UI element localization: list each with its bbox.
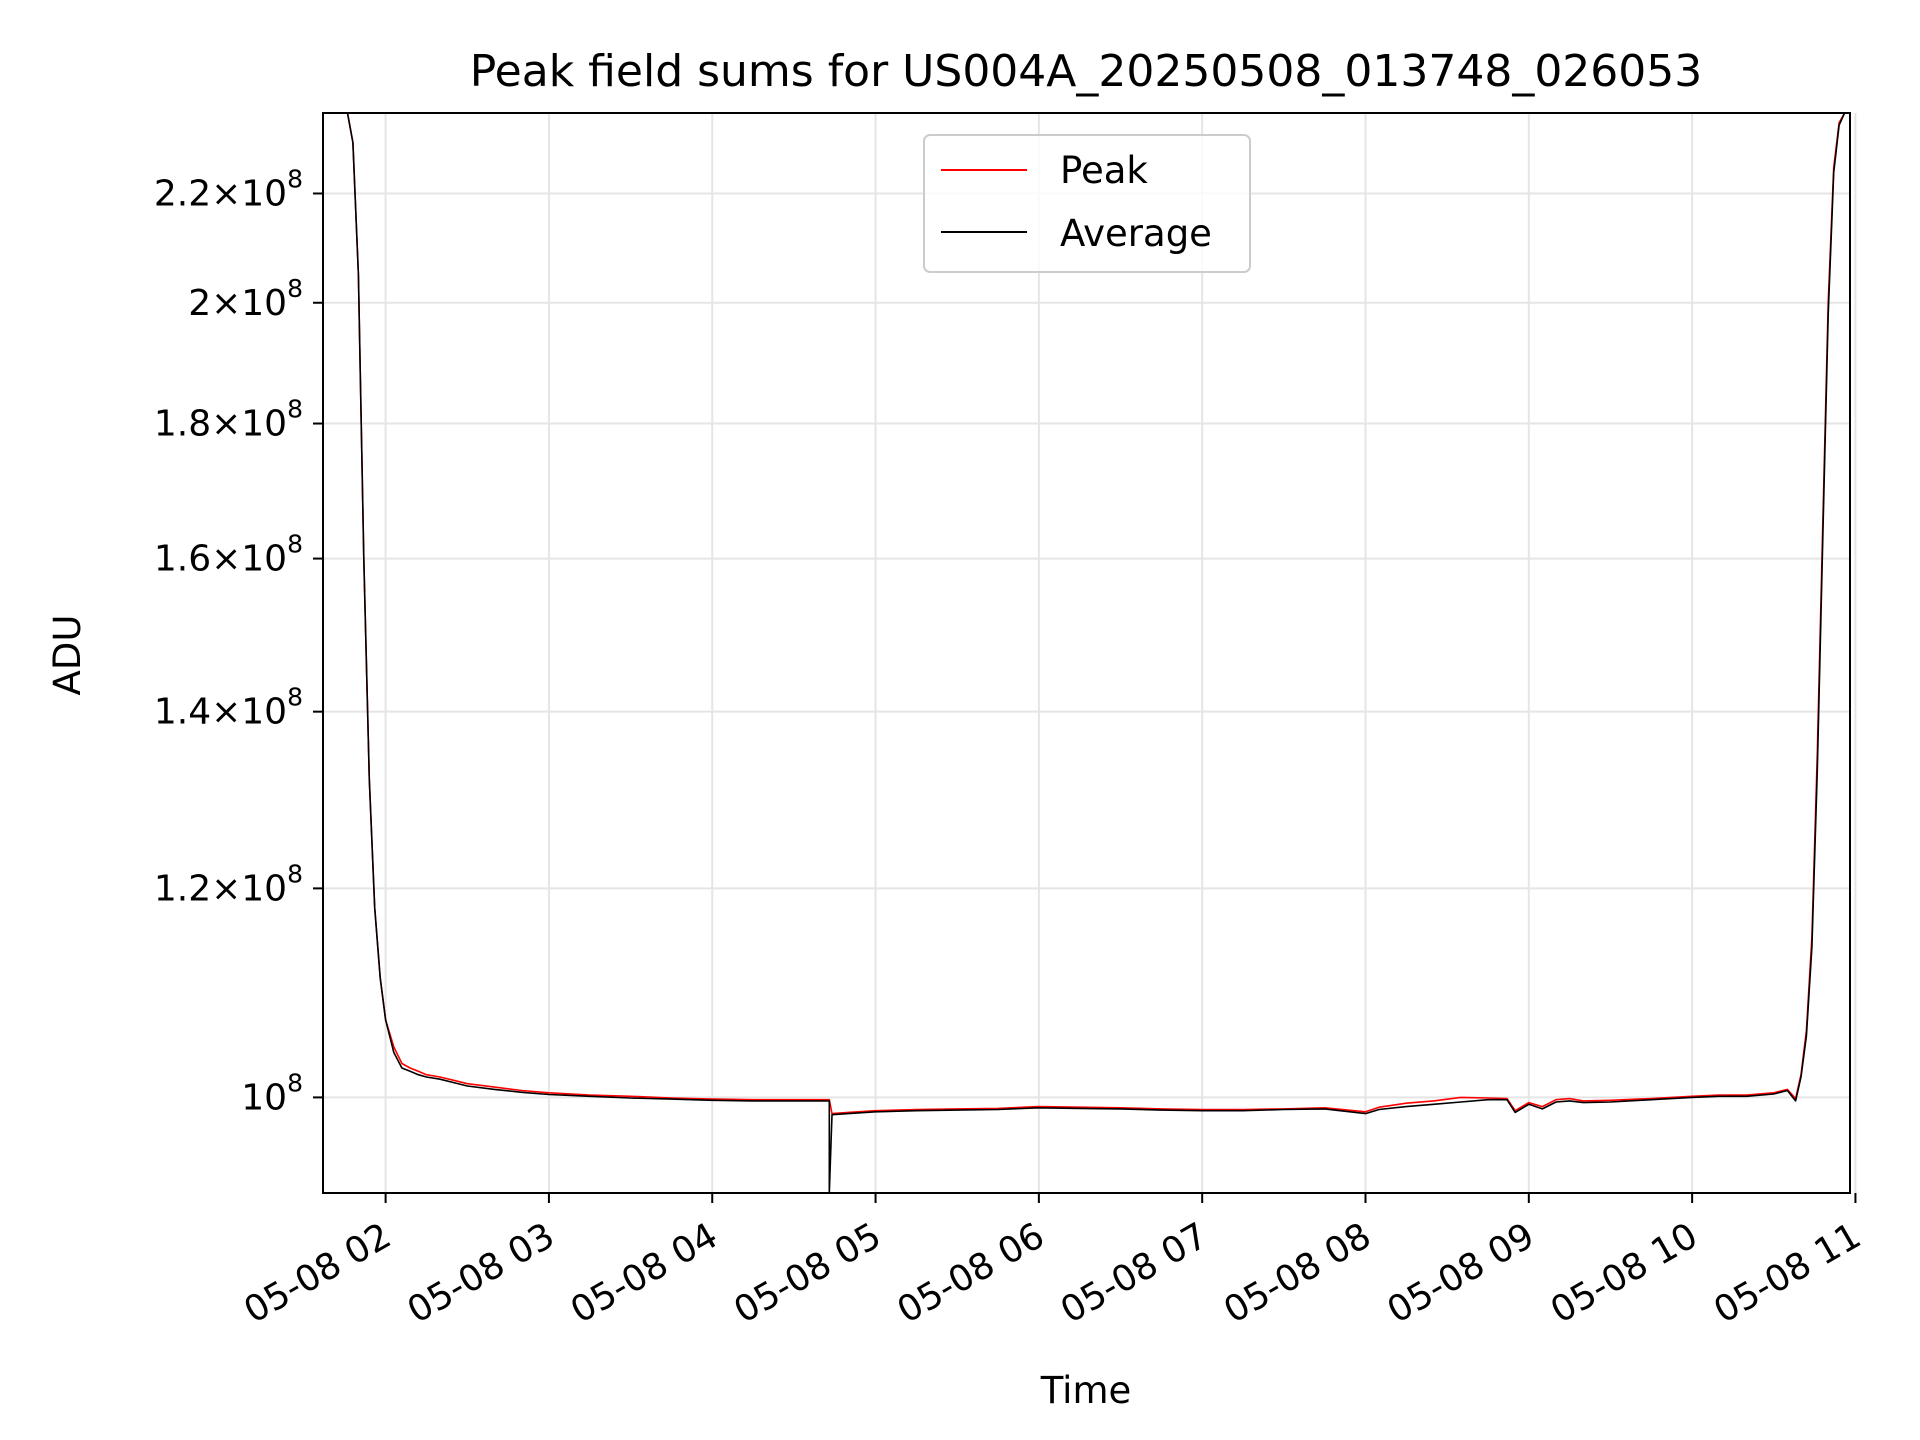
y-tick-label: 1.2×108	[154, 859, 303, 909]
legend-label-peak: Peak	[1060, 149, 1148, 192]
y-tick-label: 1.8×108	[154, 395, 303, 445]
y-axis: 1081.2×1081.4×1081.6×1081.8×1082×1082.2×…	[154, 164, 323, 1118]
y-tick-exponent: 8	[287, 530, 303, 559]
legend: Peak Average	[923, 134, 1251, 273]
grid	[323, 113, 1857, 1193]
chart-title: Peak field sums for US004A_20250508_0137…	[470, 46, 1703, 97]
y-tick-exponent: 8	[287, 859, 303, 888]
y-tick-base: 1.8×10	[154, 404, 287, 445]
y-tick-base: 2×10	[188, 283, 287, 324]
y-tick-label: 108	[241, 1068, 303, 1118]
y-tick-label: 1.6×108	[154, 530, 303, 580]
y-tick-exponent: 8	[287, 164, 303, 193]
y-tick-label: 2×108	[188, 274, 303, 324]
series-line-average	[325, 113, 1850, 1193]
y-tick-base: 1.2×10	[154, 868, 287, 909]
y-tick-label: 2.2×108	[154, 164, 303, 214]
y-tick-base: 1.4×10	[154, 692, 287, 733]
x-axis-label: Time	[1040, 1369, 1132, 1412]
series-line-peak	[325, 113, 1850, 1115]
y-tick-exponent: 8	[287, 395, 303, 424]
y-tick-exponent: 8	[287, 683, 303, 712]
y-tick-label: 1.4×108	[154, 683, 303, 733]
y-tick-base: 1.6×10	[154, 539, 287, 580]
series-layer	[325, 113, 1850, 1193]
y-tick-exponent: 8	[287, 274, 303, 303]
y-axis-label: ADU	[46, 615, 89, 696]
plot-frame	[322, 112, 1851, 1194]
y-tick-exponent: 8	[287, 1068, 303, 1097]
y-tick-base: 2.2×10	[154, 173, 287, 214]
y-tick-base: 10	[241, 1077, 287, 1118]
legend-label-average: Average	[1060, 212, 1212, 255]
